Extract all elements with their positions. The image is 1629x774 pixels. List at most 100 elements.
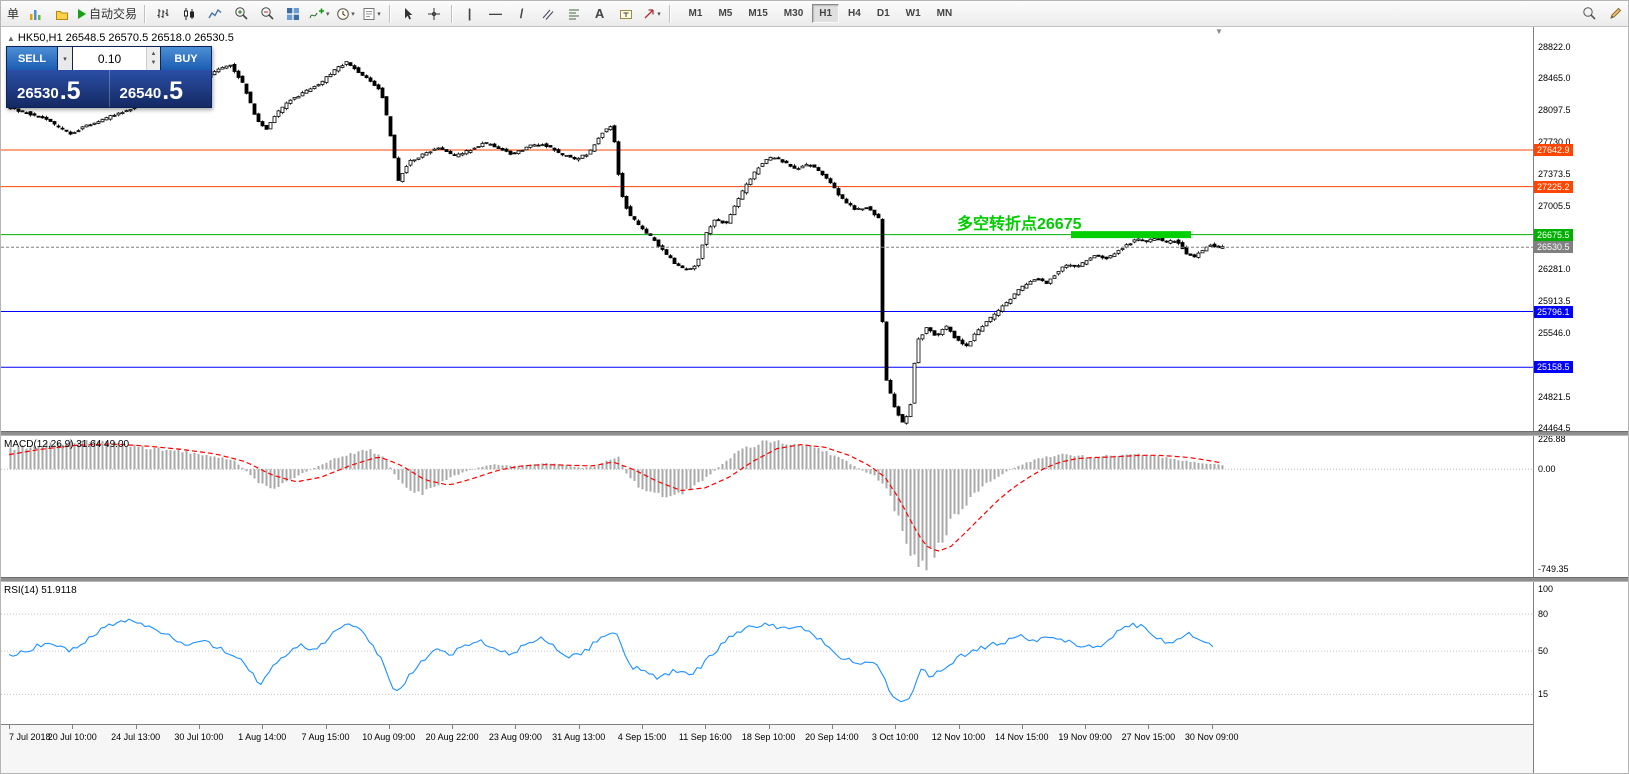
time-tick [198,725,200,729]
chevron-down-icon: ▾ [63,55,67,63]
time-label: 19 Nov 09:00 [1058,732,1112,742]
toolbar: 单 自动交易 ▾ ▾ ▾ | — / A ▾ M1 M5 M15 M30 H1 H4 D1 W… [1,1,1628,27]
bar-chart-icon[interactable] [150,3,176,25]
sell-price[interactable]: 26530.5 [7,70,109,107]
cursor-icon[interactable] [395,3,421,25]
pencil-icon[interactable] [1602,3,1628,25]
price-tick: 24464.5 [1538,422,1571,433]
time-label: 12 Nov 10:00 [931,732,986,742]
horizontal-line-tool[interactable]: — [489,6,503,21]
price-level-badge: 27642.9 [1534,144,1573,156]
price-tick: 26281.0 [1538,264,1571,275]
crosshair-icon[interactable] [421,3,447,25]
time-tick [515,725,517,729]
text-tool[interactable]: A [594,6,605,21]
timeframe-M30-button[interactable]: M30 [783,8,804,19]
rsi-tick: 15 [1538,689,1549,700]
volume-input[interactable] [73,47,146,70]
price-tick: 27005.5 [1538,200,1571,211]
templates-dropdown[interactable]: ▾ [359,3,385,25]
volume-up-button[interactable]: ▲ [150,50,157,57]
timeframe-W1-button[interactable]: W1 [905,8,921,19]
volume-down-button[interactable]: ▼ [150,59,157,66]
timeframe-H4-button[interactable]: H4 [848,8,861,19]
toolbar-separator [144,4,147,23]
fibonacci-tool-icon[interactable] [561,3,587,25]
chevron-down-icon: ▾ [377,10,381,18]
autotrading-button[interactable]: 自动交易 [75,4,140,24]
price-tick: 28822.0 [1538,41,1571,52]
new-order-button[interactable]: 单 [3,4,23,24]
time-tick [1211,725,1213,729]
chevron-down-icon: ▾ [657,10,661,18]
timeframe-H1-button[interactable]: H1 [812,4,840,23]
macd-indicator-chart[interactable] [1,436,1533,577]
rsi-indicator-chart[interactable] [1,582,1533,724]
arrows-tool-dropdown[interactable]: ▾ [639,3,665,25]
autotrading-label: 自动交易 [89,7,138,21]
time-label: 30 Jul 10:00 [174,732,224,742]
time-tick [1148,725,1150,729]
candlestick-chart-icon[interactable] [176,3,202,25]
time-label: 18 Sep 10:00 [741,732,796,742]
main-price-chart[interactable] [1,27,1533,431]
time-label: 1 Aug 14:00 [238,732,287,742]
time-tick [1085,725,1087,729]
chart-region: 7 Jul 2018 20 Jul 10:00 24 Jul 13:00 30 Jul… [1,27,1628,773]
indicators-dropdown[interactable]: ▾ [306,3,333,25]
vertical-line-tool[interactable]: | [467,6,472,21]
panel-separator[interactable] [1,577,1628,582]
sell-button[interactable]: SELL [7,47,57,70]
volume-dropdown[interactable]: ▾ [57,47,72,70]
panel-separator[interactable] [1,431,1628,436]
trendline-tool[interactable]: / [519,6,524,21]
toolbar-separator [450,4,453,23]
buy-button[interactable]: BUY [161,47,211,70]
timeframe-M15-button[interactable]: M15 [748,8,768,19]
buy-price-main: 26540 [119,85,162,102]
price-axis[interactable]: 28822.0 28465.0 28097.5 27730.0 27373.5 27005… [1533,27,1628,773]
timeframe-D1-button[interactable]: D1 [876,8,890,19]
time-tick [325,725,327,729]
symbol-ohlc-text: HK50,H1 26548.5 26570.5 26518.0 26530.5 [17,32,234,44]
chart-shift-marker[interactable]: ▼ [1215,27,1223,36]
channel-tool-icon[interactable] [535,3,561,25]
label-tool-icon[interactable] [613,3,639,25]
time-tick [958,725,960,729]
pivot-annotation: 多空转折点26675 [957,216,1082,233]
price-tick: 28465.0 [1538,73,1571,84]
zoom-in-icon[interactable] [228,3,254,25]
chart-plot-area[interactable]: 7 Jul 2018 20 Jul 10:00 24 Jul 13:00 30 Jul… [1,27,1533,773]
toolbar-separator [668,4,671,23]
tile-windows-icon[interactable] [280,3,306,25]
time-tick [135,725,137,729]
time-label: 7 Aug 15:00 [301,732,350,742]
zoom-out-icon[interactable] [254,3,280,25]
timeframe-MN-button[interactable]: MN [936,8,953,19]
timeframe-M1-button[interactable]: M1 [688,8,703,19]
time-label: 4 Sep 15:00 [617,732,667,742]
chevron-down-icon: ▾ [326,10,330,18]
rsi-title: RSI(14) 51.9118 [4,585,77,596]
time-axis[interactable]: 7 Jul 2018 20 Jul 10:00 24 Jul 13:00 30 Jul… [1,724,1533,773]
profiles-icon[interactable] [49,3,75,25]
chart-icon: ▲ [7,34,15,43]
timeframe-toolbar: M1 M5 M15 M30 H1 H4 D1 W1 MN [681,4,961,23]
time-tick [768,725,770,729]
time-label: 14 Nov 15:00 [995,732,1049,742]
time-tick [895,725,897,729]
periods-dropdown[interactable]: ▾ [333,3,359,25]
line-chart-icon[interactable] [202,3,228,25]
price-level-badge: 26530.5 [1534,241,1573,253]
timeframe-M5-button[interactable]: M5 [718,8,733,19]
time-tick [452,725,454,729]
sell-price-fraction: .5 [59,77,81,105]
price-level-badge: 25796.1 [1534,306,1573,318]
trade-controls-row: SELL ▾ ▲ ▼ BUY [7,47,211,70]
buy-price[interactable]: 26540.5 [108,70,212,107]
new-chart-icon[interactable] [23,3,49,25]
time-label: 24 Jul 13:00 [111,732,161,742]
price-level-badge: 27225.2 [1534,181,1573,193]
search-icon[interactable] [1576,3,1602,25]
